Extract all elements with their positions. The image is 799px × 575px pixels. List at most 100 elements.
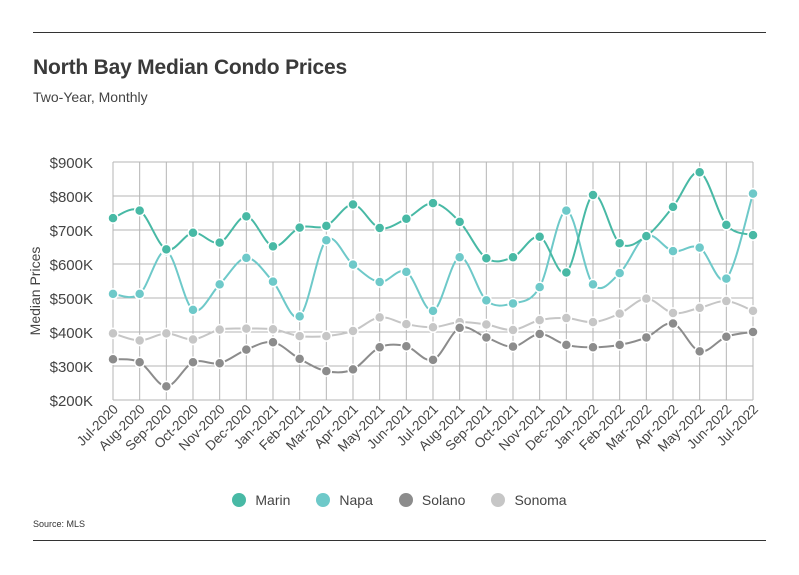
data-point-napa (187, 304, 199, 316)
data-point-napa (667, 245, 679, 257)
data-point-solano (213, 357, 226, 370)
data-point-sonoma (747, 305, 759, 317)
data-point-napa (347, 258, 359, 271)
data-point-sonoma (560, 312, 573, 324)
data-point-napa (320, 234, 333, 246)
data-point-solano (693, 345, 706, 358)
data-point-sonoma (107, 327, 119, 340)
data-point-solano (187, 356, 199, 369)
data-point-napa (507, 297, 519, 310)
data-point-napa (240, 252, 253, 264)
bottom-rule (33, 540, 766, 541)
data-point-marin (187, 226, 199, 239)
data-point-marin (507, 251, 519, 263)
data-point-marin (427, 197, 439, 209)
data-point-solano (240, 343, 253, 356)
data-point-marin (747, 229, 759, 241)
data-point-sonoma (640, 292, 653, 305)
data-point-marin (453, 216, 466, 228)
data-point-napa (133, 288, 146, 300)
data-point-napa (480, 294, 493, 307)
y-tick-label: $300K (50, 359, 93, 376)
y-tick-label: $900K (50, 155, 93, 172)
data-point-marin (533, 231, 546, 243)
data-point-solano (373, 341, 386, 354)
data-point-sonoma (133, 334, 146, 347)
data-point-marin (480, 252, 493, 264)
data-point-marin (107, 212, 119, 224)
data-point-marin (613, 237, 626, 250)
data-point-napa (373, 276, 386, 288)
data-point-solano (667, 317, 679, 330)
data-point-napa (107, 288, 119, 300)
data-point-marin (347, 198, 359, 211)
data-point-solano (320, 365, 333, 377)
data-point-napa (267, 275, 279, 288)
data-point-sonoma (187, 333, 199, 346)
data-point-solano (587, 341, 599, 354)
data-point-napa (720, 272, 733, 285)
data-point-solano (480, 331, 493, 344)
y-tick-label: $600K (50, 257, 93, 274)
data-point-napa (693, 241, 706, 254)
data-point-sonoma (267, 323, 279, 336)
data-point-solano (347, 363, 359, 376)
data-point-sonoma (507, 324, 519, 336)
data-point-marin (160, 243, 173, 256)
legend-item-marin: Marin (232, 492, 290, 508)
data-point-sonoma (240, 322, 253, 335)
y-axis-label: Median Prices (27, 247, 43, 336)
data-point-sonoma (293, 330, 306, 342)
data-point-sonoma (720, 295, 733, 307)
data-point-solano (613, 339, 626, 351)
data-point-marin (133, 204, 146, 217)
data-point-napa (560, 204, 573, 217)
data-point-sonoma (160, 327, 173, 340)
data-point-marin (373, 222, 386, 234)
data-point-marin (267, 240, 279, 253)
data-point-solano (507, 340, 519, 353)
data-point-solano (160, 380, 173, 393)
data-point-solano (453, 322, 466, 334)
legend-label: Napa (339, 492, 373, 508)
data-point-sonoma (533, 314, 546, 326)
data-point-sonoma (373, 311, 386, 324)
y-tick-label: $400K (50, 325, 93, 342)
data-point-sonoma (213, 323, 226, 336)
legend-swatch (232, 493, 247, 507)
data-point-solano (747, 326, 759, 338)
data-point-marin (293, 221, 306, 234)
data-point-marin (560, 266, 573, 279)
data-point-napa (427, 305, 439, 317)
data-point-solano (107, 353, 119, 365)
chart-subtitle: Two-Year, Monthly (33, 89, 148, 105)
legend-item-solano: Solano (398, 492, 466, 508)
legend-swatch (398, 493, 413, 507)
data-point-napa (213, 278, 226, 291)
source-note: Source: MLS (33, 519, 86, 529)
y-tick-label: $700K (50, 223, 93, 240)
data-point-napa (613, 267, 626, 279)
data-point-marin (320, 220, 333, 232)
legend-label: Solano (421, 492, 466, 508)
data-point-sonoma (667, 307, 679, 319)
legend-swatch (316, 493, 331, 507)
legend-item-napa: Napa (316, 492, 373, 508)
data-point-sonoma (693, 302, 706, 314)
y-tick-label: $800K (50, 189, 93, 206)
data-point-marin (667, 201, 679, 213)
data-point-marin (213, 236, 226, 249)
data-point-solano (293, 353, 306, 365)
data-point-napa (400, 266, 413, 278)
data-point-marin (640, 230, 653, 242)
data-point-sonoma (587, 316, 599, 328)
data-point-sonoma (613, 307, 626, 320)
data-point-marin (240, 210, 253, 223)
legend-label: Marin (255, 492, 291, 508)
data-point-napa (587, 278, 599, 291)
data-point-marin (693, 166, 706, 178)
data-point-marin (587, 189, 599, 201)
top-rule (33, 32, 766, 33)
data-point-napa (293, 310, 306, 323)
